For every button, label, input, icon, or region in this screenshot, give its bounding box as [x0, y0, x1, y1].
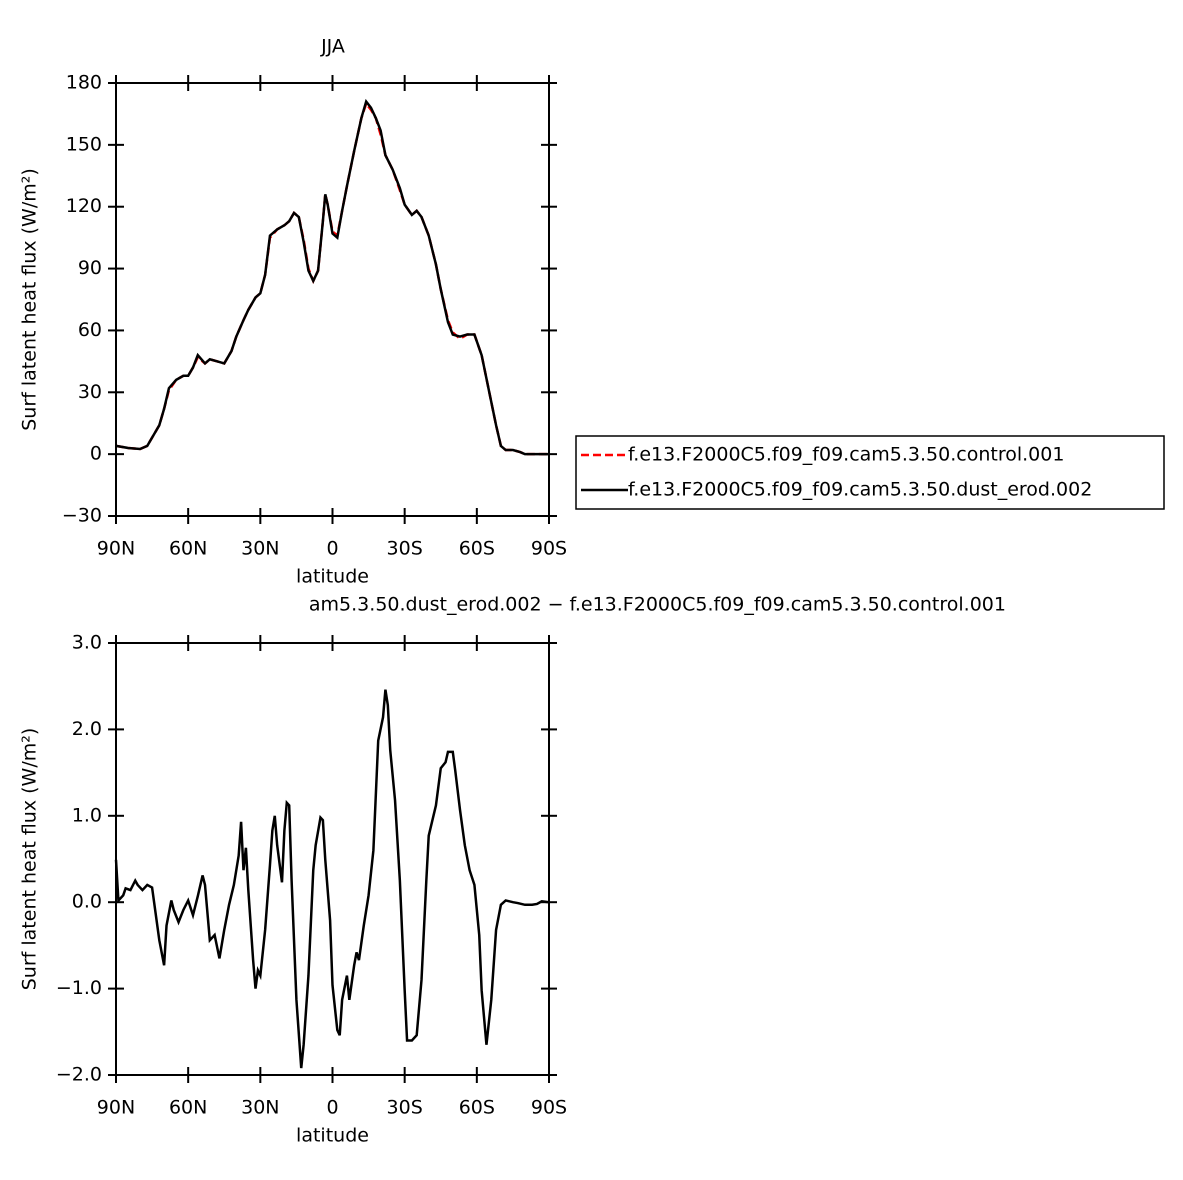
y-tick-label: 180	[66, 72, 102, 94]
y-tick-label: 3.0	[72, 632, 102, 654]
y-axis-label: Surf latent heat flux (W/m²)	[19, 728, 41, 991]
x-tick-label: 0	[326, 1097, 338, 1119]
legend-label: f.e13.F2000C5.f09_f09.cam5.3.50.control.…	[628, 444, 1064, 466]
x-tick-label: 90S	[531, 1097, 567, 1119]
y-tick-label: 2.0	[72, 718, 102, 740]
x-tick-label: 60N	[169, 538, 207, 560]
y-tick-label: 60	[78, 319, 102, 341]
chart-title: JJA	[320, 36, 345, 58]
y-tick-label: −2.0	[56, 1064, 102, 1086]
x-tick-label: 90N	[97, 1097, 135, 1119]
x-tick-label: 30N	[241, 1097, 279, 1119]
chart-title: am5.3.50.dust_erod.002 − f.e13.F2000C5.f…	[309, 594, 1006, 616]
y-tick-label: 1.0	[72, 804, 102, 826]
x-axis-label: latitude	[296, 1125, 369, 1147]
data-line	[114, 689, 550, 1069]
legend-box	[575, 435, 1165, 510]
x-tick-label: 0	[326, 538, 338, 560]
x-axis-label: latitude	[296, 566, 369, 588]
plot-frame	[115, 82, 550, 517]
y-tick-label: −1.0	[56, 977, 102, 999]
data-line	[115, 101, 549, 456]
y-tick-label: 0	[90, 443, 102, 465]
x-tick-label: 30N	[241, 538, 279, 560]
legend-label: f.e13.F2000C5.f09_f09.cam5.3.50.dust_ero…	[628, 479, 1092, 501]
y-axis-label: Surf latent heat flux (W/m²)	[19, 168, 41, 431]
y-tick-label: 150	[66, 133, 102, 155]
x-tick-label: 30S	[387, 1097, 423, 1119]
x-tick-label: 90S	[531, 538, 567, 560]
y-tick-label: 90	[78, 257, 102, 279]
y-tick-label: 120	[66, 195, 102, 217]
y-tick-label: 30	[78, 381, 102, 403]
x-tick-label: 60N	[169, 1097, 207, 1119]
y-tick-label: −30	[62, 505, 102, 527]
y-tick-label: 0.0	[72, 891, 102, 913]
x-tick-label: 90N	[97, 538, 135, 560]
x-tick-label: 30S	[387, 538, 423, 560]
x-tick-label: 60S	[459, 1097, 495, 1119]
data-line	[115, 98, 549, 456]
x-tick-label: 60S	[459, 538, 495, 560]
